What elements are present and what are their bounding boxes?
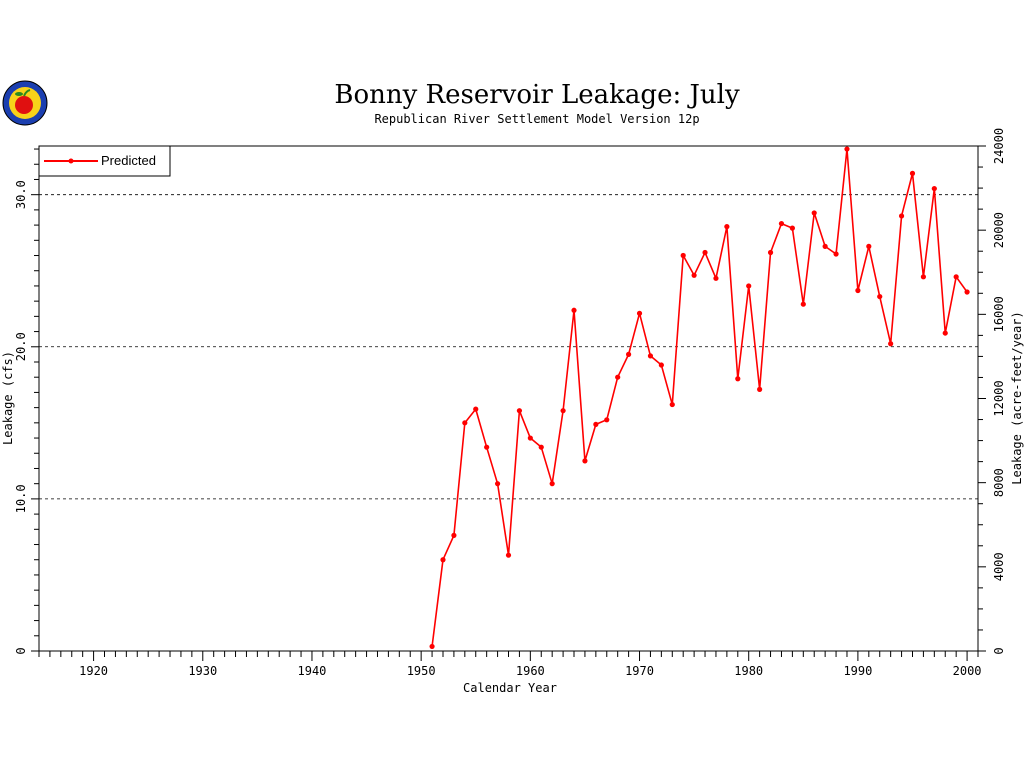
data-point bbox=[505, 552, 512, 558]
data-point bbox=[811, 210, 817, 216]
data-point bbox=[920, 274, 927, 280]
x-tick-label: 1970 bbox=[625, 664, 654, 678]
x-tick-label: 1940 bbox=[298, 664, 327, 678]
data-point bbox=[964, 289, 970, 295]
apple-logo-icon bbox=[2, 80, 48, 126]
y-axis-label: Leakage (cfs) bbox=[1, 351, 15, 445]
legend: Predicted bbox=[38, 145, 171, 177]
data-point bbox=[451, 532, 457, 538]
series-line bbox=[431, 148, 968, 647]
data-point bbox=[593, 421, 599, 427]
legend-label: Predicted bbox=[101, 153, 156, 168]
data-point bbox=[855, 287, 861, 294]
y2-tick-label: 8000 bbox=[992, 468, 1006, 497]
x-tick-label: 1980 bbox=[734, 664, 763, 678]
data-point bbox=[658, 362, 664, 368]
data-point bbox=[549, 481, 555, 487]
data-point bbox=[822, 243, 828, 249]
y-tick-label: 30.0 bbox=[14, 180, 28, 209]
data-point bbox=[713, 275, 719, 281]
data-point bbox=[866, 243, 872, 249]
data-point bbox=[615, 374, 621, 380]
y2-tick-label: 24000 bbox=[992, 128, 1006, 164]
x-tick-label: 1990 bbox=[843, 664, 872, 678]
y2-tick-label: 16000 bbox=[992, 296, 1006, 332]
data-point bbox=[735, 376, 741, 382]
y-axis-ticks: 0 10.0 20.0 30.0 bbox=[14, 148, 39, 655]
data-point bbox=[669, 401, 675, 408]
y-tick-label: 20.0 bbox=[14, 332, 28, 361]
data-point bbox=[494, 481, 501, 487]
data-point bbox=[429, 643, 435, 650]
data-point bbox=[626, 351, 632, 357]
chart-subtitle: Republican River Settlement Model Versio… bbox=[374, 112, 699, 126]
data-point bbox=[757, 386, 763, 392]
data-point bbox=[800, 301, 806, 307]
x-tick-label: 1930 bbox=[188, 664, 217, 678]
y-tick-label: 0 bbox=[14, 647, 28, 654]
y2-tick-label: 4000 bbox=[992, 552, 1006, 581]
data-point bbox=[516, 408, 523, 414]
data-point bbox=[942, 330, 948, 336]
data-point bbox=[538, 444, 544, 450]
data-point bbox=[680, 252, 686, 259]
data-point bbox=[691, 272, 697, 278]
y2-axis-ticks: 0 4000 8000 12000 16000 20000 24000 bbox=[978, 128, 1006, 655]
x-tick-label: 1920 bbox=[79, 664, 108, 678]
data-point bbox=[636, 310, 643, 316]
data-point bbox=[931, 185, 937, 192]
legend-marker bbox=[68, 158, 74, 164]
data-point bbox=[778, 220, 785, 227]
y2-tick-label: 20000 bbox=[992, 212, 1006, 248]
data-point bbox=[953, 274, 959, 280]
data-point bbox=[560, 408, 566, 414]
data-point bbox=[844, 146, 850, 152]
data-point bbox=[833, 251, 839, 257]
y2-tick-label: 0 bbox=[992, 647, 1006, 654]
data-point bbox=[767, 249, 774, 256]
data-point bbox=[909, 170, 916, 176]
data-point bbox=[898, 213, 905, 219]
data-point bbox=[484, 444, 490, 450]
x-axis-label: Calendar Year bbox=[463, 681, 557, 695]
data-point bbox=[647, 353, 654, 359]
data-point bbox=[571, 307, 577, 313]
data-point bbox=[604, 417, 610, 423]
x-tick-label: 2000 bbox=[953, 664, 982, 678]
y2-axis-label: Leakage (acre-feet/year) bbox=[1010, 311, 1024, 484]
data-point bbox=[789, 225, 795, 231]
series-predicted bbox=[429, 146, 970, 650]
data-point bbox=[877, 293, 883, 300]
data-point bbox=[462, 420, 468, 426]
x-tick-label: 1950 bbox=[407, 664, 436, 678]
y2-tick-label: 12000 bbox=[992, 380, 1006, 416]
data-point bbox=[527, 435, 533, 441]
x-tick-label: 1960 bbox=[516, 664, 545, 678]
data-point bbox=[724, 224, 730, 230]
data-point bbox=[582, 458, 588, 464]
data-point bbox=[473, 406, 479, 412]
chart-title: Bonny Reservoir Leakage: July bbox=[334, 80, 740, 110]
data-point bbox=[702, 249, 708, 256]
plot-frame bbox=[38, 145, 979, 652]
data-point bbox=[888, 341, 894, 347]
grid-lines bbox=[39, 194, 978, 500]
data-point bbox=[746, 283, 752, 289]
data-point bbox=[440, 557, 446, 563]
x-axis-ticks: 1920 1930 1940 1950 1960 1970 1980 1990 2000 bbox=[38, 651, 982, 678]
y-tick-label: 10.0 bbox=[14, 484, 28, 513]
